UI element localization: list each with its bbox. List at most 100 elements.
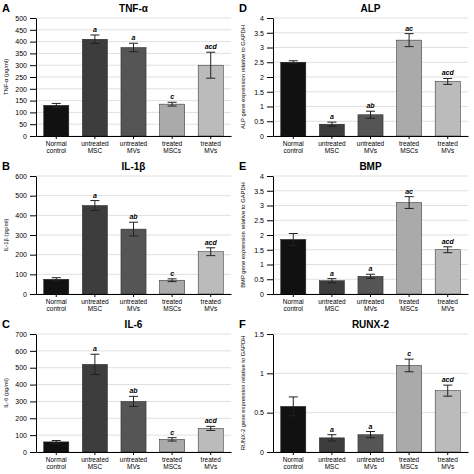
bar <box>82 206 107 295</box>
x-tick: Normalcontrol <box>283 136 305 154</box>
y-tick: 1 <box>260 103 273 110</box>
grid-line <box>36 176 231 177</box>
error-cap <box>289 63 298 64</box>
y-tick-label: 1.5 <box>254 88 264 95</box>
x-tick-label-line: MVs <box>204 305 218 312</box>
y-tick-mark <box>267 92 273 93</box>
y-tick-mark <box>30 53 36 54</box>
x-tick-label: treatedMSCs <box>162 456 183 470</box>
y-tick: 100 <box>15 271 36 278</box>
x-tick-label-line: control <box>284 305 304 312</box>
error-bar <box>405 197 414 209</box>
error-cap <box>405 208 414 209</box>
x-tick-label-line: untreated <box>120 456 148 463</box>
annotation: a <box>330 270 334 277</box>
error-bar <box>52 103 61 107</box>
annotations: aacacd <box>330 350 455 433</box>
error-cap <box>443 84 452 85</box>
x-tick-label-line: Normal <box>46 298 68 305</box>
x-tick-label-line: treated <box>162 298 183 305</box>
x-tick-label: treatedMSCs <box>399 298 420 312</box>
x-tick-label-line: control <box>47 305 67 312</box>
y-tick-label: 0 <box>23 449 27 456</box>
y-tick-label: 2 <box>260 232 264 239</box>
error-cap <box>327 126 336 127</box>
x-tick-mark <box>370 452 371 455</box>
y-tick-mark <box>30 18 36 19</box>
y-tick-label: 250 <box>15 74 27 81</box>
error-line <box>133 396 134 406</box>
y-tick-label: 400 <box>15 381 27 388</box>
x-tick: untreatedMSC <box>318 136 346 154</box>
y-tick-mark <box>267 334 273 335</box>
error-bar <box>327 435 336 441</box>
plot: aaacacd00.511.522.533.54Normalcontrolunt… <box>240 173 469 312</box>
y-tick-mark <box>267 294 273 295</box>
x-tick-label-line: untreated <box>81 140 109 147</box>
annotation: a <box>132 34 136 41</box>
annotations: aacacd <box>93 26 218 100</box>
x-axis: NormalcontroluntreatedMSCuntreatedMVstre… <box>37 294 232 312</box>
y-tick: 1.5 <box>254 331 273 338</box>
y-tick-mark <box>30 351 36 352</box>
error-cap <box>289 245 298 246</box>
y-tick-mark <box>30 101 36 102</box>
panel-label: D <box>239 2 247 14</box>
error-cap <box>443 396 452 397</box>
error-line <box>210 426 211 430</box>
error-cap <box>327 122 336 123</box>
error-cap <box>405 371 414 372</box>
x-tick: treatedMSCs <box>399 452 420 470</box>
error-line <box>94 354 95 374</box>
x-tick: Normalcontrol <box>46 136 68 154</box>
y-tick: 1.5 <box>254 246 273 253</box>
y-tick-label: 4 <box>260 15 264 22</box>
y-tick-mark <box>267 107 273 108</box>
y-axis-line <box>273 335 274 453</box>
x-tick-mark <box>56 136 57 139</box>
panel: BIL-1βaabcacd0100200300400500600Normalco… <box>2 160 232 312</box>
y-tick-mark <box>30 294 36 295</box>
error-cap <box>206 52 215 53</box>
error-cap <box>129 235 138 236</box>
y-tick-mark <box>267 136 273 137</box>
y-tick-label: 200 <box>15 415 27 422</box>
y-axis: 0100200300400500600 <box>15 173 36 298</box>
title: BMP <box>359 161 382 172</box>
error-line <box>56 103 57 107</box>
y-tick-mark <box>30 452 36 453</box>
error-cap <box>168 281 177 282</box>
y-tick: 0 <box>23 133 36 140</box>
error-cap <box>52 107 61 108</box>
error-cap <box>52 277 61 278</box>
bar <box>281 239 306 294</box>
x-tick-label-line: Normal <box>283 456 305 463</box>
y-tick-mark <box>30 196 36 197</box>
y-tick-label: 3 <box>260 202 264 209</box>
x-tick: untreatedMVs <box>357 294 385 312</box>
error-cap <box>206 247 215 248</box>
error-cap <box>405 359 414 360</box>
y-tick-label: 300 <box>15 62 27 69</box>
error-cap <box>90 43 99 44</box>
error-cap <box>168 441 177 442</box>
x-tick-label-line: control <box>284 147 304 154</box>
bar <box>82 364 107 452</box>
x-tick-mark <box>293 294 294 297</box>
y-tick: 0.5 <box>254 276 273 283</box>
y-tick-label: 3 <box>260 44 264 51</box>
error-line <box>94 201 95 211</box>
y-tick-label: 3.5 <box>254 187 264 194</box>
y-tick-mark <box>267 373 273 374</box>
y-axis: 00.511.5 <box>254 331 273 456</box>
panel: ATNF-αaacacd0501001502002503003504004505… <box>2 2 232 154</box>
error-cap <box>129 51 138 52</box>
x-tick-mark <box>133 294 134 297</box>
error-bar <box>129 43 138 51</box>
error-cap <box>289 415 298 416</box>
error-bar <box>52 441 61 444</box>
annotation: acd <box>442 376 455 383</box>
y-tick-label: 100 <box>15 432 27 439</box>
y-tick-label: 150 <box>15 97 27 104</box>
y-tick-label: 0 <box>260 291 264 298</box>
